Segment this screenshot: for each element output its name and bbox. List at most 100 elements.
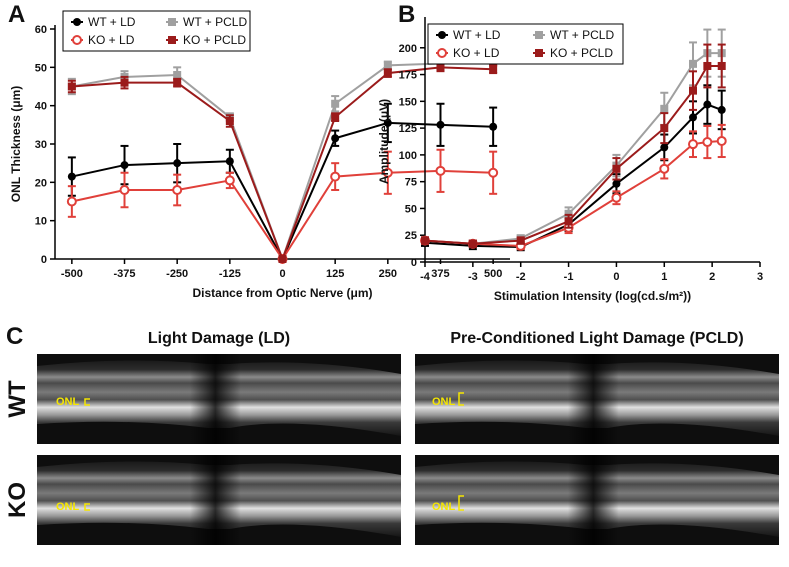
- marker: [660, 143, 669, 152]
- series: [421, 84, 726, 252]
- panel-label: A: [8, 1, 25, 28]
- marker: [168, 18, 176, 26]
- marker: [383, 61, 392, 70]
- panel-label: C: [6, 323, 23, 350]
- x-tick-label: 1: [661, 271, 667, 283]
- optic-nerve: [567, 455, 619, 545]
- series-line: [424, 139, 722, 247]
- legend-label: WT + PCLD: [183, 15, 247, 29]
- x-tick-label: 0: [613, 271, 619, 283]
- x-tick-label: -3: [468, 271, 478, 283]
- marker: [564, 209, 573, 218]
- x-axis-title: Distance from Optic Nerve (μm): [192, 286, 372, 300]
- marker: [535, 31, 543, 39]
- series-line: [71, 60, 494, 262]
- y-axis-title: Amplitude (μV): [377, 99, 391, 184]
- marker: [382, 167, 393, 178]
- onl-bracket: [84, 503, 90, 511]
- onl-bracket: [458, 495, 464, 511]
- marker: [120, 78, 129, 87]
- marker: [437, 48, 447, 58]
- image-label: ONL: [432, 501, 456, 513]
- marker: [468, 239, 477, 248]
- series-line: [71, 169, 494, 261]
- y-tick-label: 150: [399, 96, 417, 108]
- legend-label: KO + LD: [453, 46, 500, 60]
- marker: [173, 159, 182, 168]
- legend-label: WT + PCLD: [550, 28, 614, 42]
- marker: [331, 113, 340, 122]
- image-label: ONL: [56, 396, 80, 408]
- x-tick-label: 2: [709, 271, 715, 283]
- marker: [689, 59, 697, 68]
- marker: [489, 122, 498, 131]
- x-tick-label: 375: [431, 268, 449, 280]
- series: [66, 148, 499, 264]
- x-tick-label: 500: [484, 268, 502, 280]
- y-tick-label: 0: [41, 254, 47, 266]
- y-tick-label: 75: [405, 177, 417, 189]
- marker: [66, 196, 77, 207]
- marker: [564, 217, 573, 226]
- y-tick-label: 10: [35, 216, 47, 228]
- marker: [660, 104, 669, 113]
- legend-label: KO + LD: [88, 33, 135, 47]
- x-tick-label: -125: [219, 268, 241, 280]
- marker: [331, 134, 340, 143]
- legend-box: [62, 10, 251, 52]
- marker: [225, 117, 234, 125]
- y-tick-label: 20: [35, 177, 47, 189]
- marker: [73, 18, 81, 26]
- image-label: ONL: [56, 501, 80, 513]
- marker: [489, 65, 498, 74]
- marker: [172, 185, 183, 195]
- panel-label: B: [398, 1, 415, 28]
- marker: [224, 175, 235, 186]
- x-tick-label: -1: [564, 271, 574, 283]
- marker: [688, 139, 698, 150]
- legend-label: KO + PCLD: [550, 46, 613, 60]
- marker: [516, 236, 525, 245]
- marker: [168, 36, 176, 44]
- legend-label: WT + LD: [453, 28, 501, 42]
- y-tick-label: 60: [35, 24, 47, 36]
- row-label: KO: [4, 482, 31, 518]
- y-tick-label: 50: [35, 62, 47, 74]
- series: [67, 62, 498, 263]
- x-tick-label: -4: [420, 271, 431, 283]
- y-tick-label: 200: [399, 43, 417, 55]
- marker: [703, 100, 712, 109]
- marker: [67, 82, 76, 91]
- marker: [488, 167, 499, 178]
- series: [421, 43, 726, 249]
- marker: [278, 255, 287, 263]
- marker: [689, 86, 697, 95]
- y-tick-label: 40: [35, 101, 47, 113]
- marker: [173, 78, 182, 87]
- marker: [436, 120, 445, 129]
- marker: [660, 124, 669, 133]
- marker: [611, 192, 622, 203]
- optic-nerve: [189, 455, 241, 545]
- series: [67, 56, 498, 263]
- marker: [383, 69, 392, 78]
- x-tick-label: -250: [166, 268, 188, 280]
- x-tick-label: -375: [113, 268, 135, 280]
- marker: [716, 135, 727, 146]
- marker: [383, 118, 392, 127]
- row-label: WT: [4, 380, 31, 418]
- oct-image: ONL: [415, 354, 779, 444]
- x-tick-label: 3: [757, 271, 763, 283]
- optic-nerve: [567, 354, 619, 444]
- y-tick-label: 25: [405, 230, 417, 242]
- column-title: Pre-Conditioned Light Damage (PCLD): [450, 330, 743, 347]
- legend-label: KO + PCLD: [183, 33, 246, 47]
- optic-nerve: [189, 354, 241, 444]
- y-axis-title: ONL Thickness (μm): [9, 86, 23, 202]
- y-tick-label: 125: [399, 123, 417, 135]
- marker: [438, 31, 446, 39]
- y-tick-label: 175: [399, 70, 417, 82]
- marker: [612, 164, 621, 173]
